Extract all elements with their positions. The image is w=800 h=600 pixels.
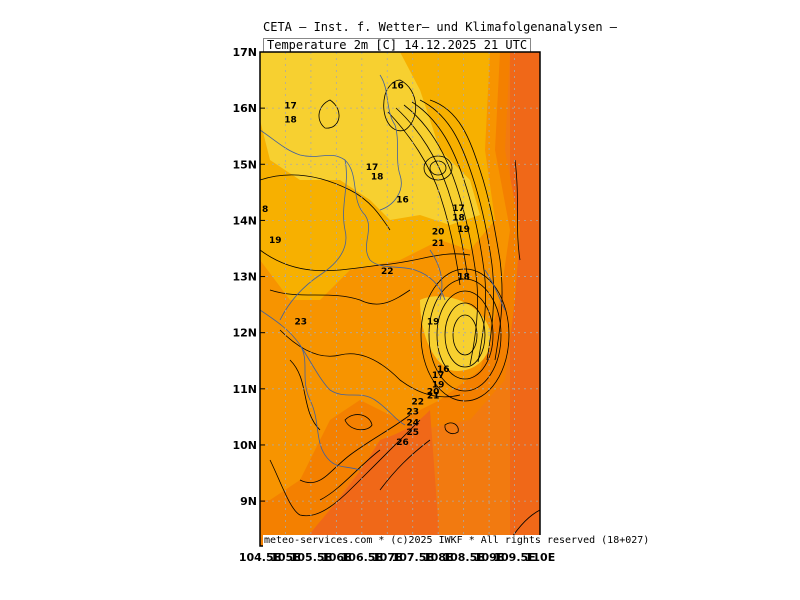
- contour-label: 21: [427, 392, 440, 402]
- contour-label: 25: [406, 428, 419, 438]
- contour-label: 16: [437, 365, 450, 375]
- longitude-label: 110E: [525, 551, 555, 564]
- central-highland-cold-zone: [420, 296, 491, 371]
- contour-label: 18: [284, 115, 297, 125]
- longitude-label: 107.5E: [392, 551, 434, 564]
- contour-label: 18: [371, 173, 384, 183]
- latitude-label: 17N: [232, 46, 257, 59]
- contour-label: 17: [452, 204, 465, 214]
- contour-label: 19: [269, 236, 282, 246]
- latitude-label: 14N: [232, 214, 257, 227]
- longitude-label: 104.5E: [239, 551, 281, 564]
- longitude-label: 105.5E: [290, 551, 332, 564]
- contour-label: 20: [427, 388, 440, 398]
- south-warm-zone: [300, 410, 440, 546]
- map-title: CETA — Inst. f. Wetter— und Klimafolgena…: [263, 20, 618, 34]
- latitude-label: 10N: [232, 439, 257, 452]
- contour-label: 19: [457, 225, 470, 235]
- contour-label: 26: [396, 438, 409, 448]
- contour-label: 24: [406, 419, 419, 429]
- highland-cold-zone: [260, 52, 480, 225]
- contour-label: 17: [284, 101, 297, 111]
- latitude-label: 15N: [232, 158, 257, 171]
- longitude-label: 106E: [321, 551, 351, 564]
- longitude-label: 109.5E: [493, 551, 535, 564]
- contour-label: 17: [366, 163, 379, 173]
- contour-label: 17: [432, 371, 445, 381]
- contour-label: 18: [452, 214, 465, 224]
- contour-label: 23: [294, 317, 307, 327]
- contour-label: 21: [432, 239, 445, 249]
- longitude-label: 105E: [270, 551, 300, 564]
- latitude-label: 12N: [232, 327, 257, 340]
- contour-label: 18: [457, 273, 470, 283]
- copyright-footer: meteo-services.com * (c)2025 IWKF * All …: [263, 535, 651, 547]
- longitude-label: 106.5E: [341, 551, 383, 564]
- contour-label: 19: [432, 380, 445, 390]
- contour-label: 22: [412, 398, 425, 408]
- map-field: [260, 52, 540, 546]
- longitude-label: 107E: [372, 551, 402, 564]
- latitude-label: 16N: [232, 102, 257, 115]
- longitude-axis: 104.5E105E105.5E106E106.5E107E107.5E108E…: [239, 541, 555, 564]
- contour-label: 16: [391, 82, 404, 92]
- longitude-label: 108.5E: [442, 551, 484, 564]
- contour-label: 16: [396, 196, 409, 206]
- contour-label: 20: [432, 228, 445, 238]
- grid-lines: [260, 52, 540, 546]
- latitude-label: 11N: [232, 383, 257, 396]
- contour-label: 8: [262, 205, 268, 215]
- isotherm-lines: [260, 79, 540, 541]
- contour-label: 19: [427, 317, 440, 327]
- latitude-label: 9N: [240, 495, 257, 508]
- contour-label: 23: [406, 407, 419, 417]
- latitude-label: 13N: [232, 271, 257, 284]
- contour-label: 22: [381, 267, 394, 277]
- latitude-axis: 17N 16N 15N 14N 13N 12N 11N 10N 9N: [232, 46, 265, 508]
- longitude-label: 108E: [423, 551, 453, 564]
- longitude-label: 109E: [474, 551, 504, 564]
